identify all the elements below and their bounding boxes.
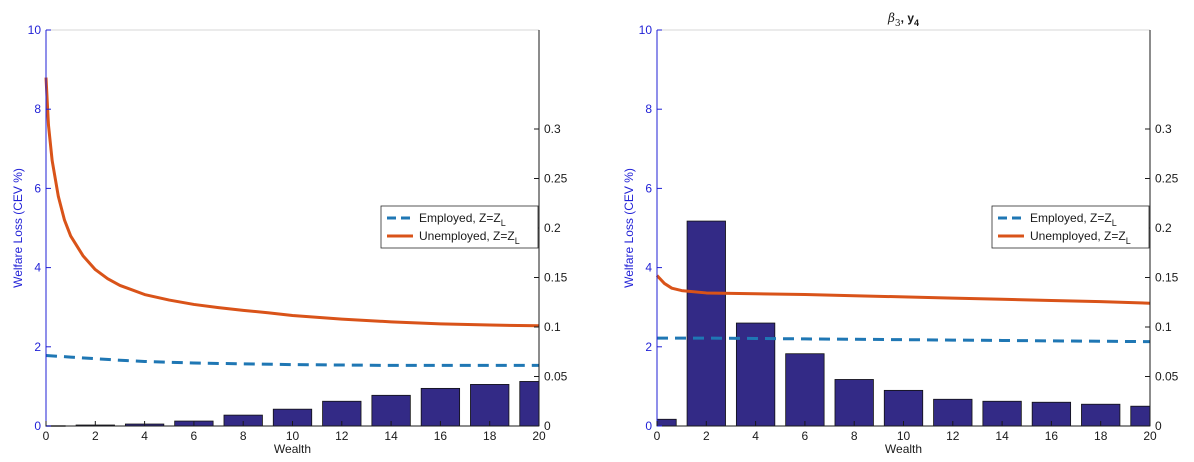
histogram-bar [883,389,924,427]
histogram-bar [420,387,461,427]
left-tick-label: 8 [34,102,41,116]
legend-entry: Unemployed, Z=ZL [1030,229,1131,246]
chart-panel-2: 0 2 4 6 8 10 0 0.05 0.1 0.15 0.2 0.25 0.3 0 2 4 6 8 10 12 14… [622,11,1179,456]
legend-box [991,205,1150,249]
legend-box [380,205,539,249]
chart-title: β3, y4 [887,11,919,29]
left-tick-label: 2 [645,340,652,354]
title-mid: , y [901,11,915,25]
histogram-bar [834,379,874,427]
x-tick-label: 10 [286,429,300,443]
x-tick-label: 2 [92,429,99,443]
x-tick-label: 18 [483,429,497,443]
x-tick-label: 8 [851,429,858,443]
right-tick-label: 0.3 [544,122,561,136]
x-axis-label: Wealth [885,442,922,456]
x-tick-label: 2 [703,429,710,443]
legend-entry-sub: L [1126,236,1131,246]
histogram-bar [519,381,540,427]
left-tick-label: 10 [28,23,42,37]
left-tick-label: 0 [645,419,652,433]
x-tick-label: 0 [654,429,661,443]
x-tick-label: 6 [191,429,198,443]
legend-entry-sub: L [515,236,520,246]
right-tick-label: 0 [1155,419,1162,433]
y-axis-label: Welfare Loss (CEV %) [622,168,636,288]
histogram-bar [686,220,726,427]
left-tick-label: 0 [34,419,41,433]
legend-entry: Unemployed, Z=ZL [419,229,520,246]
right-tick-label: 0.3 [1155,122,1172,136]
histogram-bar [1130,405,1151,427]
x-tick-label: 12 [946,429,960,443]
x-tick-label: 14 [384,429,398,443]
left-tick-label: 4 [645,261,652,275]
right-tick-label: 0.05 [1155,370,1179,384]
histogram-bar [735,322,776,427]
x-tick-label: 16 [1045,429,1059,443]
x-tick-label: 20 [1143,429,1157,443]
x-tick-label: 18 [1094,429,1108,443]
x-axis-label: Wealth [274,442,311,456]
left-tick-label: 6 [645,181,652,195]
unemployed-series-line [44,77,540,328]
right-tick-label: 0.1 [1155,320,1172,334]
left-tick-label: 10 [639,23,653,37]
right-tick-label: 0.25 [1155,172,1179,186]
x-tick-label: 16 [434,429,448,443]
legend-entry: Employed, Z=ZL [419,211,506,228]
employed-series-line [657,336,1151,344]
legend-entry: Employed, Z=ZL [1030,211,1117,228]
x-tick-label: 20 [532,429,546,443]
x-tick-label: 14 [995,429,1009,443]
histogram-bar [656,418,677,427]
right-tick-label: 0.25 [544,172,568,186]
right-tick-label: 0.1 [544,320,561,334]
legend-entry-name: Unemployed, Z=Z [1030,229,1126,243]
x-tick-label: 4 [141,429,148,443]
left-tick-label: 6 [34,181,41,195]
y-axis-label: Welfare Loss (CEV %) [11,168,25,288]
x-tick-label: 4 [752,429,759,443]
employed-series-line [45,354,539,367]
histogram-bar [785,353,825,427]
histogram-bar [371,394,411,427]
left-tick-label: 4 [34,261,41,275]
right-tick-label: 0.2 [544,221,561,235]
right-tick-label: 0.2 [1155,221,1172,235]
x-tick-label: 6 [802,429,809,443]
x-tick-label: 0 [43,429,50,443]
legend-entry-name: Employed, Z=Z [419,211,501,225]
unemployed-series-line [655,274,1151,305]
title-beta: β [887,11,895,25]
right-tick-label: 0.05 [544,370,568,384]
title-sub2: 4 [914,18,919,28]
title-sub1: 3 [895,19,901,29]
right-tick-label: 0 [544,419,551,433]
right-tick-label: 0.15 [1155,271,1179,285]
left-tick-label: 8 [645,102,652,116]
legend-entry-name: Employed, Z=Z [1030,211,1112,225]
histogram-bar [470,384,510,427]
x-tick-label: 8 [240,429,247,443]
x-tick-label: 10 [897,429,911,443]
x-tick-label: 12 [335,429,349,443]
legend-entry-name: Unemployed, Z=Z [419,229,515,243]
legend-entry-sub: L [1112,218,1117,228]
left-tick-label: 2 [34,340,41,354]
legend-entry-sub: L [501,218,506,228]
right-tick-label: 0.15 [544,271,568,285]
chart-panel-1: 0 2 4 6 8 10 0 0.05 0.1 0.15 0.2 0.25 0.3 0 2 4 6 8 10 12 14… [11,23,568,456]
